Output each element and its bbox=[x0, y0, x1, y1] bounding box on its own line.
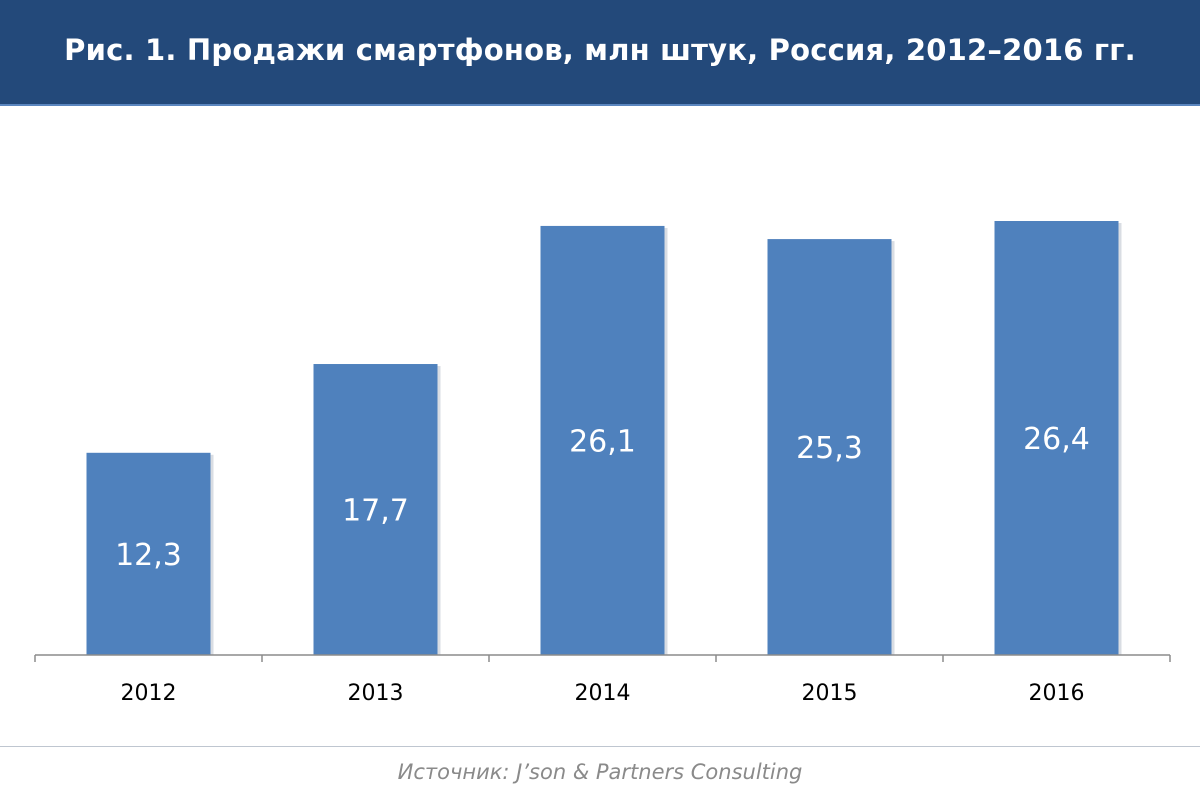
data-label-2014: 26,1 bbox=[569, 424, 636, 459]
data-labels-layer: 12,3 17,7 26,1 25,3 26,4 bbox=[115, 422, 1090, 573]
x-tick-label-2012: 2012 bbox=[121, 681, 177, 706]
bar-2014 bbox=[540, 225, 665, 655]
bar-2016 bbox=[994, 221, 1119, 655]
bars-layer bbox=[86, 221, 1122, 656]
bar-2013 bbox=[313, 364, 438, 655]
data-label-2012: 12,3 bbox=[115, 538, 182, 573]
data-label-2016: 26,4 bbox=[1023, 422, 1090, 457]
data-label-2013: 17,7 bbox=[342, 494, 409, 529]
x-tick-label-2014: 2014 bbox=[575, 681, 631, 706]
bar-2012 bbox=[86, 452, 211, 655]
x-tick-label-2013: 2013 bbox=[348, 681, 404, 706]
data-label-2015: 25,3 bbox=[796, 431, 863, 466]
x-axis: 2012 2013 2014 2015 2016 bbox=[34, 654, 1171, 706]
title-bar: Рис. 1. Продажи смартфонов, млн штук, Ро… bbox=[0, 0, 1200, 106]
bar-chart: 2012 2013 2014 2015 2016 12,3 17,7 26,1 25,3 26,… bbox=[34, 221, 1171, 706]
source-note: Источник: J’son & Partners Consulting bbox=[397, 760, 803, 784]
footer-divider bbox=[0, 746, 1200, 747]
x-tick-label-2016: 2016 bbox=[1029, 681, 1085, 706]
bar-2015 bbox=[767, 239, 892, 656]
chart-title: Рис. 1. Продажи смартфонов, млн штук, Ро… bbox=[64, 33, 1136, 67]
x-tick-label-2015: 2015 bbox=[802, 681, 858, 706]
